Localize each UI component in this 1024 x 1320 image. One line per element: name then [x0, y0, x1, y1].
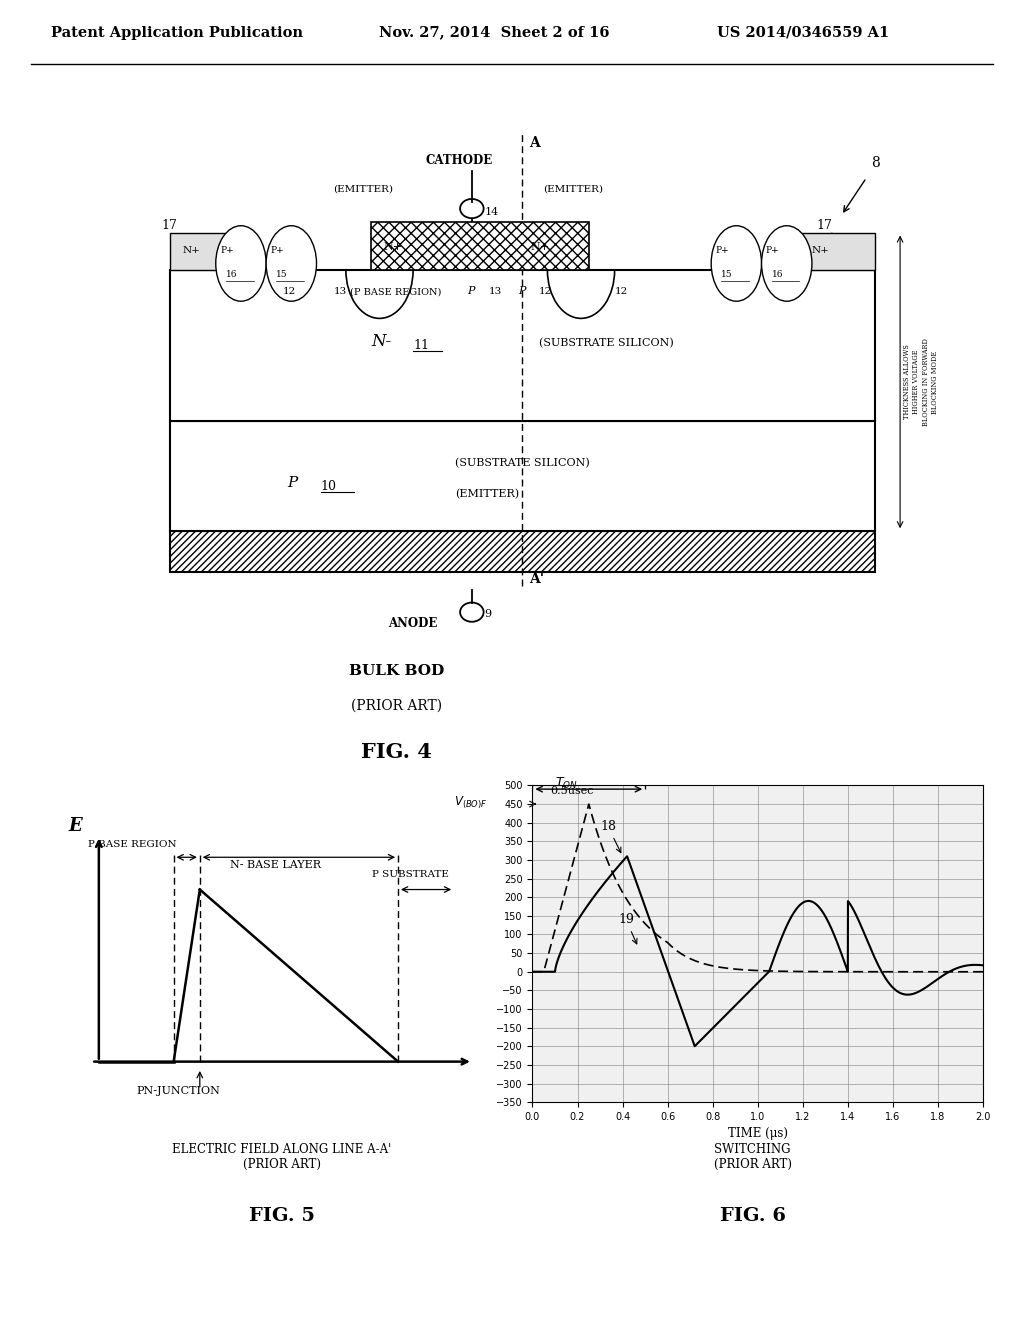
Text: P+: P+: [270, 246, 284, 255]
Text: 12: 12: [614, 288, 628, 297]
Text: 13: 13: [488, 288, 502, 297]
Text: N-: N-: [371, 333, 391, 350]
Text: 16: 16: [226, 271, 238, 280]
Text: N+: N+: [182, 246, 200, 255]
Text: P: P: [287, 475, 297, 490]
Text: 14: 14: [484, 207, 499, 218]
Text: (EMITTER): (EMITTER): [455, 488, 519, 499]
Text: $T_{ON}$: $T_{ON}$: [555, 776, 578, 791]
Text: N- BASE LAYER: N- BASE LAYER: [229, 861, 321, 870]
Bar: [170, 271, 874, 421]
Ellipse shape: [216, 226, 266, 301]
Text: P: P: [468, 286, 475, 297]
Text: N+: N+: [530, 242, 550, 252]
Text: A: A: [529, 136, 540, 149]
Text: 10: 10: [321, 480, 337, 492]
Text: FIG. 4: FIG. 4: [360, 742, 432, 762]
Ellipse shape: [711, 226, 762, 301]
Text: (EMITTER): (EMITTER): [334, 185, 393, 194]
Text: 17: 17: [816, 219, 833, 232]
Text: US 2014/0346559 A1: US 2014/0346559 A1: [717, 25, 889, 40]
Text: Patent Application Publication: Patent Application Publication: [51, 25, 303, 40]
Text: BULK BOD: BULK BOD: [348, 664, 444, 678]
Text: N+: N+: [384, 242, 402, 252]
Text: P+: P+: [716, 246, 729, 255]
Text: 11: 11: [413, 339, 429, 352]
Text: E: E: [69, 817, 83, 836]
Text: FIG. 5: FIG. 5: [249, 1206, 314, 1225]
Text: P BASE REGION: P BASE REGION: [88, 840, 176, 849]
X-axis label: TIME (μs): TIME (μs): [728, 1127, 787, 1140]
Bar: [800, 232, 874, 271]
Text: 8: 8: [870, 156, 880, 170]
Text: SWITCHING
(PRIOR ART): SWITCHING (PRIOR ART): [714, 1143, 792, 1171]
Text: P: P: [518, 286, 525, 297]
Text: P SUBSTRATE: P SUBSTRATE: [372, 870, 449, 879]
Text: P+: P+: [766, 246, 779, 255]
Text: Nov. 27, 2014  Sheet 2 of 16: Nov. 27, 2014 Sheet 2 of 16: [379, 25, 609, 40]
Text: ELECTRIC FIELD ALONG LINE A-A'
(PRIOR ART): ELECTRIC FIELD ALONG LINE A-A' (PRIOR AR…: [172, 1143, 391, 1171]
Text: A': A': [529, 572, 544, 586]
Text: (SUBSTRATE SILICON): (SUBSTRATE SILICON): [539, 338, 674, 348]
Text: (SUBSTRATE SILICON): (SUBSTRATE SILICON): [455, 458, 590, 469]
Text: 0.5usec: 0.5usec: [551, 785, 594, 796]
Text: (PRIOR ART): (PRIOR ART): [351, 698, 441, 713]
Text: 13: 13: [334, 288, 346, 297]
Text: 16: 16: [772, 271, 783, 280]
Bar: [371, 222, 590, 271]
Text: P+: P+: [220, 246, 233, 255]
Text: CATHODE: CATHODE: [426, 154, 493, 166]
Text: 12: 12: [283, 288, 296, 297]
Bar: [170, 421, 874, 531]
Text: 17: 17: [161, 219, 177, 232]
Text: THICKNESS ALLOWS
HIGHER VOLTAGE
BLOCKING IN FORWARD
BLOCKING MODE: THICKNESS ALLOWS HIGHER VOLTAGE BLOCKING…: [903, 338, 939, 426]
Text: 18: 18: [600, 820, 621, 853]
Text: ANODE: ANODE: [388, 618, 437, 630]
Text: PN-JUNCTION: PN-JUNCTION: [136, 1086, 220, 1096]
Text: 9: 9: [484, 609, 492, 619]
Ellipse shape: [266, 226, 316, 301]
Text: FIG. 6: FIG. 6: [720, 1206, 785, 1225]
Text: 19: 19: [618, 913, 637, 944]
Text: $V_{(BO)F}$: $V_{(BO)F}$: [454, 795, 487, 810]
Text: N+: N+: [812, 246, 829, 255]
Text: (EMITTER): (EMITTER): [543, 185, 603, 194]
Bar: [170, 232, 245, 271]
Ellipse shape: [762, 226, 812, 301]
Text: 12: 12: [539, 288, 552, 297]
Text: (P BASE REGION): (P BASE REGION): [350, 288, 441, 297]
Text: 15: 15: [276, 271, 288, 280]
Text: 15: 15: [721, 271, 733, 280]
Bar: [170, 531, 874, 573]
